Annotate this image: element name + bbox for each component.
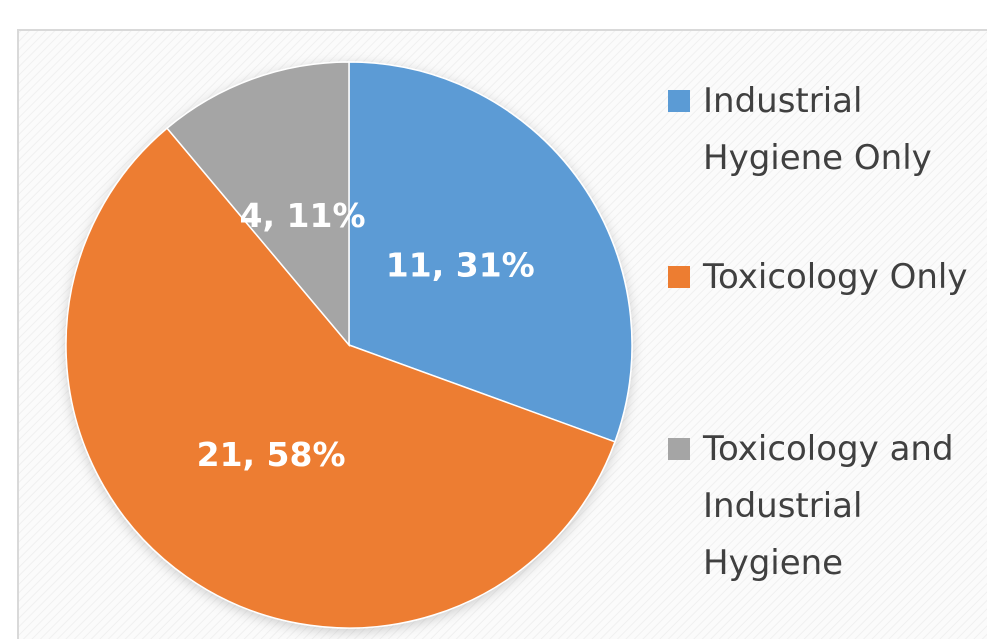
legend-swatch (668, 266, 690, 288)
legend-label: Industrial Hygiene Only (703, 81, 932, 178)
pie-slice (348, 61, 633, 443)
legend-line: Industrial (703, 81, 873, 121)
legend-label: Toxicology and Industrial Hygiene (702, 429, 964, 583)
legend-line: Hygiene Only (703, 138, 932, 178)
pie-slice (65, 127, 616, 629)
legend-swatch (668, 90, 690, 112)
data-label: 4, 11% (240, 196, 366, 235)
legend-label: Toxicology Only (702, 257, 967, 297)
legend-line: Toxicology Only (702, 257, 967, 297)
legend-line: Hygiene (703, 543, 843, 583)
pie-slice (166, 61, 350, 348)
data-labels: 11, 31% 21, 58% 4, 11% (197, 196, 535, 474)
pie (65, 61, 633, 629)
legend-line: Toxicology and (702, 429, 964, 469)
legend: Industrial Hygiene Only Toxicology Only To… (668, 81, 967, 583)
data-label: 21, 58% (197, 435, 346, 474)
legend-swatch (668, 438, 690, 460)
data-label: 11, 31% (386, 246, 535, 285)
legend-line: Industrial (703, 486, 873, 526)
